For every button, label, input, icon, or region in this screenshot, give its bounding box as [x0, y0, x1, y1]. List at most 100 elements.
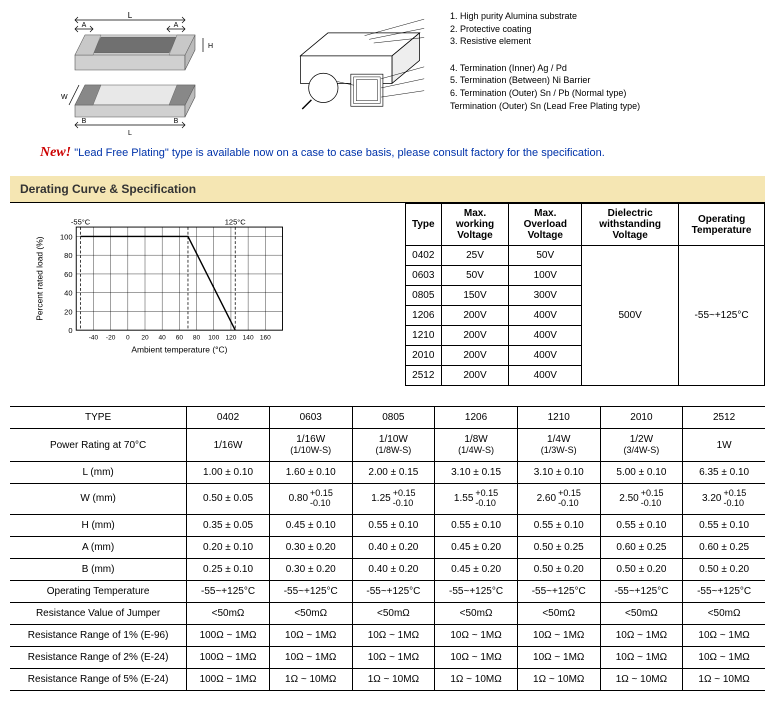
row-label: Operating Temperature — [10, 580, 187, 602]
data-cell: 100Ω ~ 1MΩ — [187, 668, 270, 690]
main-table: TYPE0402060308051206121020102512 Power R… — [10, 406, 765, 691]
data-cell: 1/8W(1/4W-S) — [435, 429, 518, 462]
data-cell: <50mΩ — [683, 602, 765, 624]
data-cell: <50mΩ — [600, 602, 683, 624]
spec-cell: 50V — [441, 266, 509, 286]
spec-cell: 200V — [441, 346, 509, 366]
legend-item: Termination (Outer) Sn (Lead Free Platin… — [450, 100, 640, 113]
data-cell: -55~+125°C — [517, 580, 600, 602]
data-cell: 1Ω ~ 10MΩ — [269, 668, 352, 690]
svg-text:140: 140 — [243, 335, 254, 342]
data-cell: 2.50+0.15-0.10 — [600, 484, 683, 515]
svg-text:0: 0 — [68, 326, 72, 335]
row-label: A (mm) — [10, 536, 187, 558]
main-header: 1206 — [435, 407, 518, 429]
svg-text:-55°C: -55°C — [71, 217, 91, 226]
spec-cell: 2010 — [406, 346, 442, 366]
spec-header: Type — [406, 204, 442, 246]
data-cell: 1.25+0.15-0.10 — [352, 484, 435, 515]
spec-cell: 0402 — [406, 246, 442, 266]
legend-item: 3. Resistive element — [450, 35, 640, 48]
data-cell: <50mΩ — [517, 602, 600, 624]
row-label: L (mm) — [10, 462, 187, 484]
data-cell: 1Ω ~ 10MΩ — [683, 668, 765, 690]
svg-text:L: L — [128, 130, 132, 137]
data-cell: -55~+125°C — [435, 580, 518, 602]
svg-text:B: B — [82, 118, 87, 125]
section-header: Derating Curve & Specification — [10, 176, 765, 202]
data-cell: 0.40 ± 0.20 — [352, 558, 435, 580]
spec-cell: 300V — [509, 286, 582, 306]
data-cell: 0.55 ± 0.10 — [435, 514, 518, 536]
data-cell: 100Ω ~ 1MΩ — [187, 624, 270, 646]
spec-cell-dielectric: 500V — [582, 246, 679, 386]
legend-item: 5. Termination (Between) Ni Barrier — [450, 74, 640, 87]
row-label: Resistance Range of 5% (E-24) — [10, 668, 187, 690]
legend-list: 1. High purity Alumina substrate 2. Prot… — [450, 10, 640, 130]
data-cell: 1/16W(1/10W-S) — [269, 429, 352, 462]
data-cell: 2.00 ± 0.15 — [352, 462, 435, 484]
spec-cell: 400V — [509, 366, 582, 386]
svg-text:125°C: 125°C — [225, 217, 247, 226]
spec-header: Dielectric withstanding Voltage — [582, 204, 679, 246]
data-cell: 0.30 ± 0.20 — [269, 536, 352, 558]
spec-cell: 1206 — [406, 306, 442, 326]
data-cell: 1Ω ~ 10MΩ — [435, 668, 518, 690]
data-cell: 10Ω ~ 1MΩ — [352, 646, 435, 668]
svg-text:20: 20 — [141, 335, 149, 342]
svg-text:-20: -20 — [106, 335, 116, 342]
data-cell: 0.30 ± 0.20 — [269, 558, 352, 580]
spec-cell: 50V — [509, 246, 582, 266]
data-cell: 0.45 ± 0.20 — [435, 536, 518, 558]
top-diagrams: L A A H — [10, 10, 765, 130]
svg-text:B: B — [174, 118, 179, 125]
new-label: New! — [40, 145, 71, 160]
svg-text:80: 80 — [193, 335, 201, 342]
data-cell: 0.50 ± 0.25 — [517, 536, 600, 558]
data-cell: 6.35 ± 0.10 — [683, 462, 765, 484]
svg-text:100: 100 — [208, 335, 219, 342]
data-cell: 0.55 ± 0.10 — [683, 514, 765, 536]
data-cell: 3.20+0.15-0.10 — [683, 484, 765, 515]
data-cell: 0.50 ± 0.20 — [683, 558, 765, 580]
spec-table: TypeMax. working VoltageMax. Overload Vo… — [405, 203, 765, 386]
spec-cell: 0805 — [406, 286, 442, 306]
data-cell: 100Ω ~ 1MΩ — [187, 646, 270, 668]
spec-cell: 0603 — [406, 266, 442, 286]
data-cell: 0.35 ± 0.05 — [187, 514, 270, 536]
svg-text:H: H — [208, 43, 213, 50]
data-cell: 10Ω ~ 1MΩ — [435, 646, 518, 668]
spec-cell: 200V — [441, 306, 509, 326]
data-cell: 10Ω ~ 1MΩ — [435, 624, 518, 646]
main-header: 0805 — [352, 407, 435, 429]
legend-item: 1. High purity Alumina substrate — [450, 10, 640, 23]
dimension-diagram: L A A H — [40, 10, 240, 130]
spec-cell: 200V — [441, 326, 509, 346]
legend-item: 2. Protective coating — [450, 23, 640, 36]
spec-cell: 150V — [441, 286, 509, 306]
spec-layout: 020406080100-40-20020406080100120140160-… — [10, 202, 765, 386]
svg-text:160: 160 — [260, 335, 271, 342]
svg-text:W: W — [61, 94, 68, 101]
data-cell: -55~+125°C — [600, 580, 683, 602]
row-label: Power Rating at 70°C — [10, 429, 187, 462]
data-cell: -55~+125°C — [269, 580, 352, 602]
data-cell: 0.55 ± 0.10 — [517, 514, 600, 536]
data-cell: 10Ω ~ 1MΩ — [683, 624, 765, 646]
construction-diagram: 1. High purity Alumina substrate 2. Prot… — [280, 10, 735, 130]
data-cell: 0.45 ± 0.10 — [269, 514, 352, 536]
data-cell: 5.00 ± 0.10 — [600, 462, 683, 484]
spec-cell: 200V — [441, 366, 509, 386]
data-cell: 0.60 ± 0.25 — [683, 536, 765, 558]
data-cell: 0.50 ± 0.20 — [600, 558, 683, 580]
svg-text:-40: -40 — [89, 335, 99, 342]
data-cell: -55~+125°C — [187, 580, 270, 602]
data-cell: 0.40 ± 0.20 — [352, 536, 435, 558]
data-cell: 10Ω ~ 1MΩ — [517, 624, 600, 646]
data-cell: 1.55+0.15-0.10 — [435, 484, 518, 515]
data-cell: <50mΩ — [352, 602, 435, 624]
svg-text:120: 120 — [225, 335, 236, 342]
data-cell: 10Ω ~ 1MΩ — [269, 646, 352, 668]
row-label: Resistance Range of 1% (E-96) — [10, 624, 187, 646]
svg-text:40: 40 — [64, 289, 72, 298]
